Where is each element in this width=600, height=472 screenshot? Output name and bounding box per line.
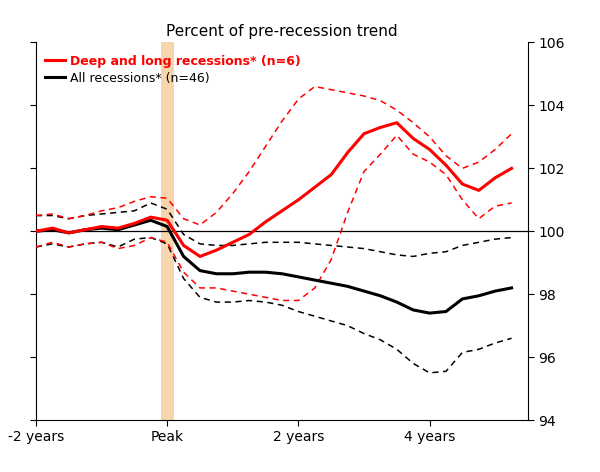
- Legend: Deep and long recessions* (n=6), All recessions* (n=46): Deep and long recessions* (n=6), All rec…: [42, 52, 303, 87]
- Bar: [161, 42, 174, 420]
- Title: Percent of pre-recession trend: Percent of pre-recession trend: [166, 24, 398, 39]
